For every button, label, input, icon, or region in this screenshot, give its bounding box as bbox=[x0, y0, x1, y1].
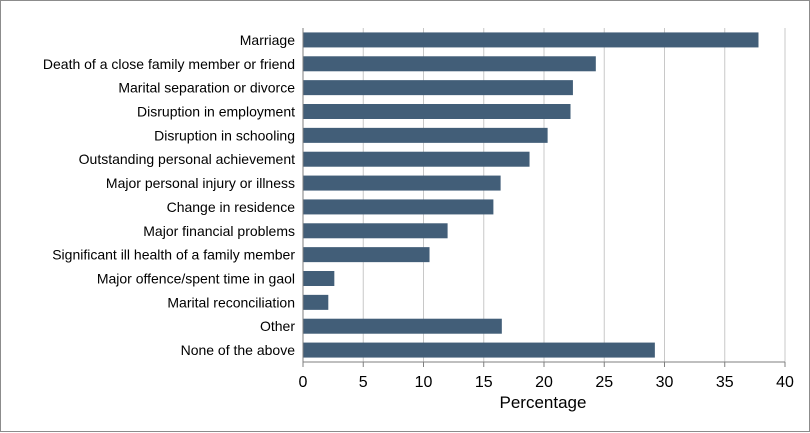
category-label: Marriage bbox=[240, 32, 295, 48]
category-label: Marital reconciliation bbox=[167, 294, 295, 310]
x-tick-label: 10 bbox=[415, 374, 433, 391]
bar bbox=[303, 342, 655, 358]
x-tick-label: 20 bbox=[535, 374, 553, 391]
category-label: Disruption in employment bbox=[137, 104, 295, 120]
category-label: Disruption in schooling bbox=[154, 127, 295, 143]
bar bbox=[303, 175, 501, 191]
bar bbox=[303, 223, 448, 239]
x-tick-label: 35 bbox=[716, 374, 734, 391]
bar bbox=[303, 318, 502, 334]
category-label: Death of a close family member or friend bbox=[43, 56, 295, 72]
x-tick-label: 40 bbox=[776, 374, 794, 391]
category-label: Major financial problems bbox=[143, 223, 295, 239]
x-tick-label: 30 bbox=[656, 374, 674, 391]
bar bbox=[303, 80, 573, 96]
category-label: None of the above bbox=[181, 342, 296, 358]
bar bbox=[303, 199, 494, 215]
axes bbox=[302, 28, 786, 367]
x-tick-label: 0 bbox=[299, 374, 308, 391]
bar bbox=[303, 294, 329, 310]
bar bbox=[303, 104, 571, 119]
category-labels: Marriage Death of a close family member o… bbox=[43, 32, 295, 358]
category-label: Major personal injury or illness bbox=[106, 175, 295, 191]
category-label: Major offence/spent time in gaol bbox=[97, 271, 295, 287]
x-tick-label: 25 bbox=[595, 374, 613, 391]
bar bbox=[303, 151, 530, 167]
bar bbox=[303, 32, 759, 48]
category-label: Other bbox=[260, 318, 295, 334]
category-label: Marital separation or divorce bbox=[118, 80, 295, 96]
x-tick-label: 5 bbox=[359, 374, 368, 391]
category-label: Change in residence bbox=[167, 199, 296, 215]
x-axis-title: Percentage bbox=[500, 393, 587, 412]
gridlines bbox=[362, 28, 786, 362]
bar bbox=[303, 127, 548, 143]
bar bbox=[303, 271, 335, 286]
x-tick-label: 15 bbox=[475, 374, 493, 391]
bar bbox=[303, 56, 596, 72]
category-label: Significant ill health of a family membe… bbox=[52, 247, 295, 263]
bar bbox=[303, 247, 430, 263]
bars bbox=[303, 32, 759, 358]
category-label: Outstanding personal achievement bbox=[79, 151, 295, 167]
x-tick-labels: 0 5 10 15 20 25 30 35 40 bbox=[299, 374, 794, 391]
